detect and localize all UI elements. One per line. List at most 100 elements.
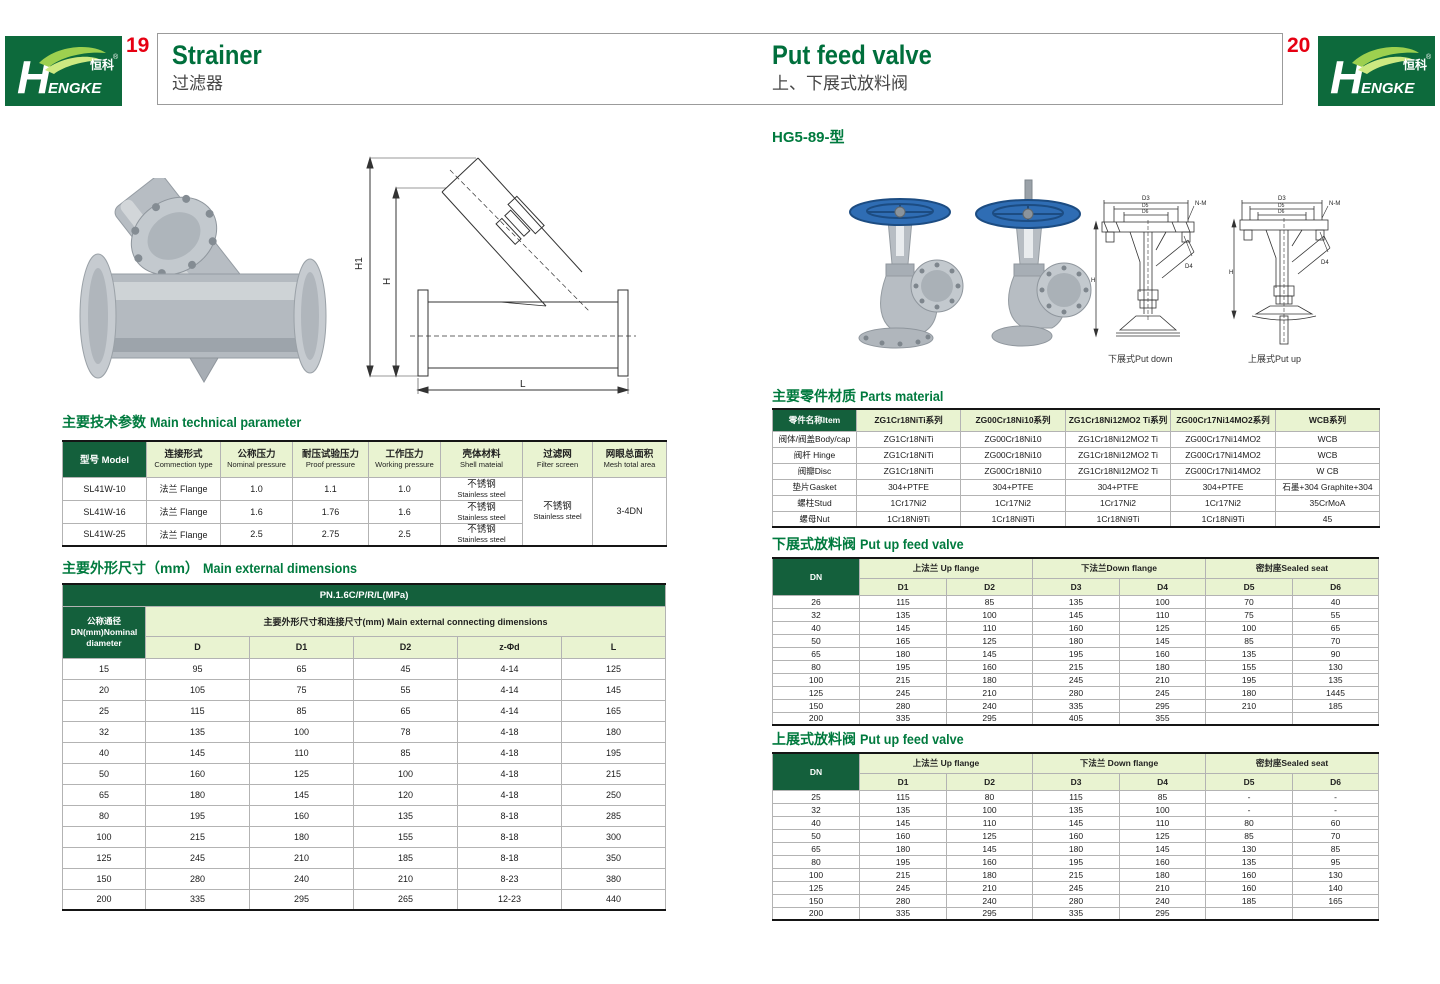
table-cell: 1.0 bbox=[220, 476, 293, 501]
table-cell: 1Cr18Ni9Ti bbox=[1170, 510, 1276, 528]
table-cell: 35CrMoA bbox=[1275, 494, 1380, 512]
table-cell: 100 bbox=[353, 762, 458, 785]
logo-background bbox=[5, 36, 122, 106]
column-header: D1 bbox=[249, 635, 354, 659]
table-cell: 300 bbox=[560, 825, 667, 848]
table-row: 阀瓣Disc ZG1Cr18NiTi ZG00Cr18Ni10 ZG1Cr18Ni12… bbox=[772, 462, 1380, 480]
header-bar: Strainer 过滤器 Put feed valve 上、下展式放料阀 bbox=[157, 33, 1283, 105]
table-row: 65 180 145 195 160 135 90 bbox=[772, 646, 1379, 661]
table-cell: 50 bbox=[772, 633, 860, 648]
table-cell: 130 bbox=[1205, 841, 1294, 856]
page-number-left: 19 bbox=[126, 34, 150, 57]
table-cell: 85 bbox=[1292, 841, 1380, 856]
table-cell: 1Cr17Ni2 bbox=[1065, 494, 1171, 512]
column-header: 壳体材料 Shell mateial bbox=[440, 440, 523, 478]
table-cell: 1.0 bbox=[368, 476, 441, 501]
column-header: z-Φd bbox=[457, 635, 562, 659]
table-cell: 125 bbox=[560, 657, 667, 680]
table-cell bbox=[1292, 906, 1380, 921]
table-row: 32 135 100 135 100- - bbox=[772, 802, 1380, 817]
table-cell: 45 bbox=[353, 657, 458, 680]
dim-label-d3: D3 bbox=[1142, 196, 1150, 202]
table-cell: 210 bbox=[946, 880, 1033, 895]
header-row: D D1 D2 z-Φd L bbox=[63, 635, 667, 659]
table-cell: 4-18 bbox=[457, 783, 562, 806]
table-cell: 185 bbox=[1292, 698, 1379, 713]
caption-put-up: 上展式Put up bbox=[1248, 354, 1302, 364]
logo-word-engke: ENGKE bbox=[48, 80, 102, 97]
table-row: 150 280 240 210 8-23 380 bbox=[62, 867, 667, 890]
table-cell: 245 bbox=[859, 880, 947, 895]
column-header: D1 bbox=[859, 772, 947, 791]
dimensions-title-en: Main external dimensions bbox=[202, 560, 357, 576]
table-row: 200 335 295 405 355 bbox=[772, 711, 1379, 726]
column-header: D6 bbox=[1292, 772, 1380, 791]
table-cell: 215 bbox=[1032, 659, 1120, 674]
left-page-header: Strainer 过滤器 bbox=[172, 40, 274, 95]
parts-material-title-zh: 主要零件材质 bbox=[772, 388, 856, 404]
table-row: 80 195 160 215 180 155 130 bbox=[772, 659, 1379, 674]
table-row: SL41W-10 法兰 Flange 1.0 1.1 1.0 不锈钢 Stainl… bbox=[62, 476, 667, 547]
table-cell: 1445 bbox=[1292, 685, 1379, 700]
table-cell: 180 bbox=[1205, 685, 1293, 700]
table-cell: 8-18 bbox=[457, 825, 562, 848]
table-cell: 100 bbox=[249, 720, 354, 743]
table-cell: 335 bbox=[145, 888, 250, 911]
table-cell: 100 bbox=[62, 825, 146, 848]
table-row: 65 180 145 180 145 130 85 bbox=[772, 841, 1380, 856]
table-cell: 70 bbox=[1205, 594, 1293, 609]
table-cell: 105 bbox=[145, 678, 250, 701]
put-down-title-en: Put up feed valve bbox=[860, 536, 964, 552]
table-cell: 80 bbox=[1205, 815, 1294, 830]
column-header: D6 bbox=[1292, 577, 1379, 596]
table-cell: 215 bbox=[560, 762, 667, 785]
table-cell: 160 bbox=[1119, 646, 1206, 661]
table-cell: 280 bbox=[859, 698, 947, 713]
table-cell: 115 bbox=[859, 789, 947, 804]
column-header: D bbox=[145, 635, 250, 659]
table-cell: 4-18 bbox=[457, 720, 562, 743]
table-cell: 210 bbox=[249, 846, 354, 869]
table-cell: 65 bbox=[1292, 620, 1379, 635]
table-cell: ZG1Cr18Ni12MO2 Ti bbox=[1065, 462, 1171, 480]
logo-brand-zh: 恒科 bbox=[1403, 57, 1427, 72]
page-number-right: 20 bbox=[1287, 34, 1311, 57]
table-row: 垫片Gasket 304+PTFE 304+PTFE 304+PTFE 304+PTFE… bbox=[772, 478, 1380, 496]
table-cell: 1.6 bbox=[368, 499, 441, 524]
table-cell: 120 bbox=[353, 783, 458, 806]
valve-photo-put-up bbox=[962, 178, 1094, 355]
table-cell: 32 bbox=[772, 607, 860, 622]
table-cell: 240 bbox=[946, 698, 1033, 713]
table-cell: 195 bbox=[859, 854, 947, 869]
table-cell: 295 bbox=[946, 711, 1033, 726]
table-cell: 125 bbox=[1119, 620, 1206, 635]
table-cell: 160 bbox=[249, 804, 354, 827]
table-cell: 210 bbox=[1119, 672, 1206, 687]
table-row: 100 215 180 155 8-18 300 bbox=[62, 825, 667, 848]
parts-material-table: 零件名称Item ZG1Cr18NiTi系列 ZG00Cr18Ni10系列 ZG… bbox=[772, 408, 1380, 528]
table-cell: - bbox=[1205, 802, 1294, 817]
table-cell: 1Cr17Ni2 bbox=[1170, 494, 1276, 512]
table-cell: 150 bbox=[772, 698, 860, 713]
logo-reg-mark: ® bbox=[1426, 53, 1432, 61]
table-row: 150 280 240 280 240 185 165 bbox=[772, 893, 1380, 908]
table-cell: 165 bbox=[859, 633, 947, 648]
table-cell: 阀杆 Hinge bbox=[772, 446, 857, 464]
table-cell: 180 bbox=[946, 867, 1033, 882]
column-header: ZG00Cr18Ni10系列 bbox=[960, 408, 1066, 432]
table-cell: 85 bbox=[946, 594, 1033, 609]
table-cell: 215 bbox=[1032, 867, 1120, 882]
table-cell: SL41W-16 bbox=[62, 499, 147, 524]
strainer-dimension-drawing: H1 H L bbox=[350, 140, 655, 407]
table-cell: 160 bbox=[1205, 880, 1294, 895]
put-up-dimensions-table: DN 上法兰 Up flange 下法兰 Down flange 密封座Seal… bbox=[772, 752, 1380, 921]
table-cell: 4-14 bbox=[457, 657, 562, 680]
table-cell: - bbox=[1292, 802, 1380, 817]
table-cell: 195 bbox=[859, 659, 947, 674]
table-cell: 法兰 Flange bbox=[146, 476, 221, 501]
external-dimensions-table: PN.1.6C/P/R/L(MPa) 公称通径 DN(mm)Nominal di… bbox=[61, 583, 667, 911]
table-row: 65 180 145 120 4-18 250 bbox=[62, 783, 667, 806]
table-row: 26 115 85 135 100 70 40 bbox=[772, 594, 1379, 609]
header-row: PN.1.6C/P/R/L(MPa) bbox=[61, 583, 667, 607]
table-cell: 145 bbox=[1119, 633, 1206, 648]
